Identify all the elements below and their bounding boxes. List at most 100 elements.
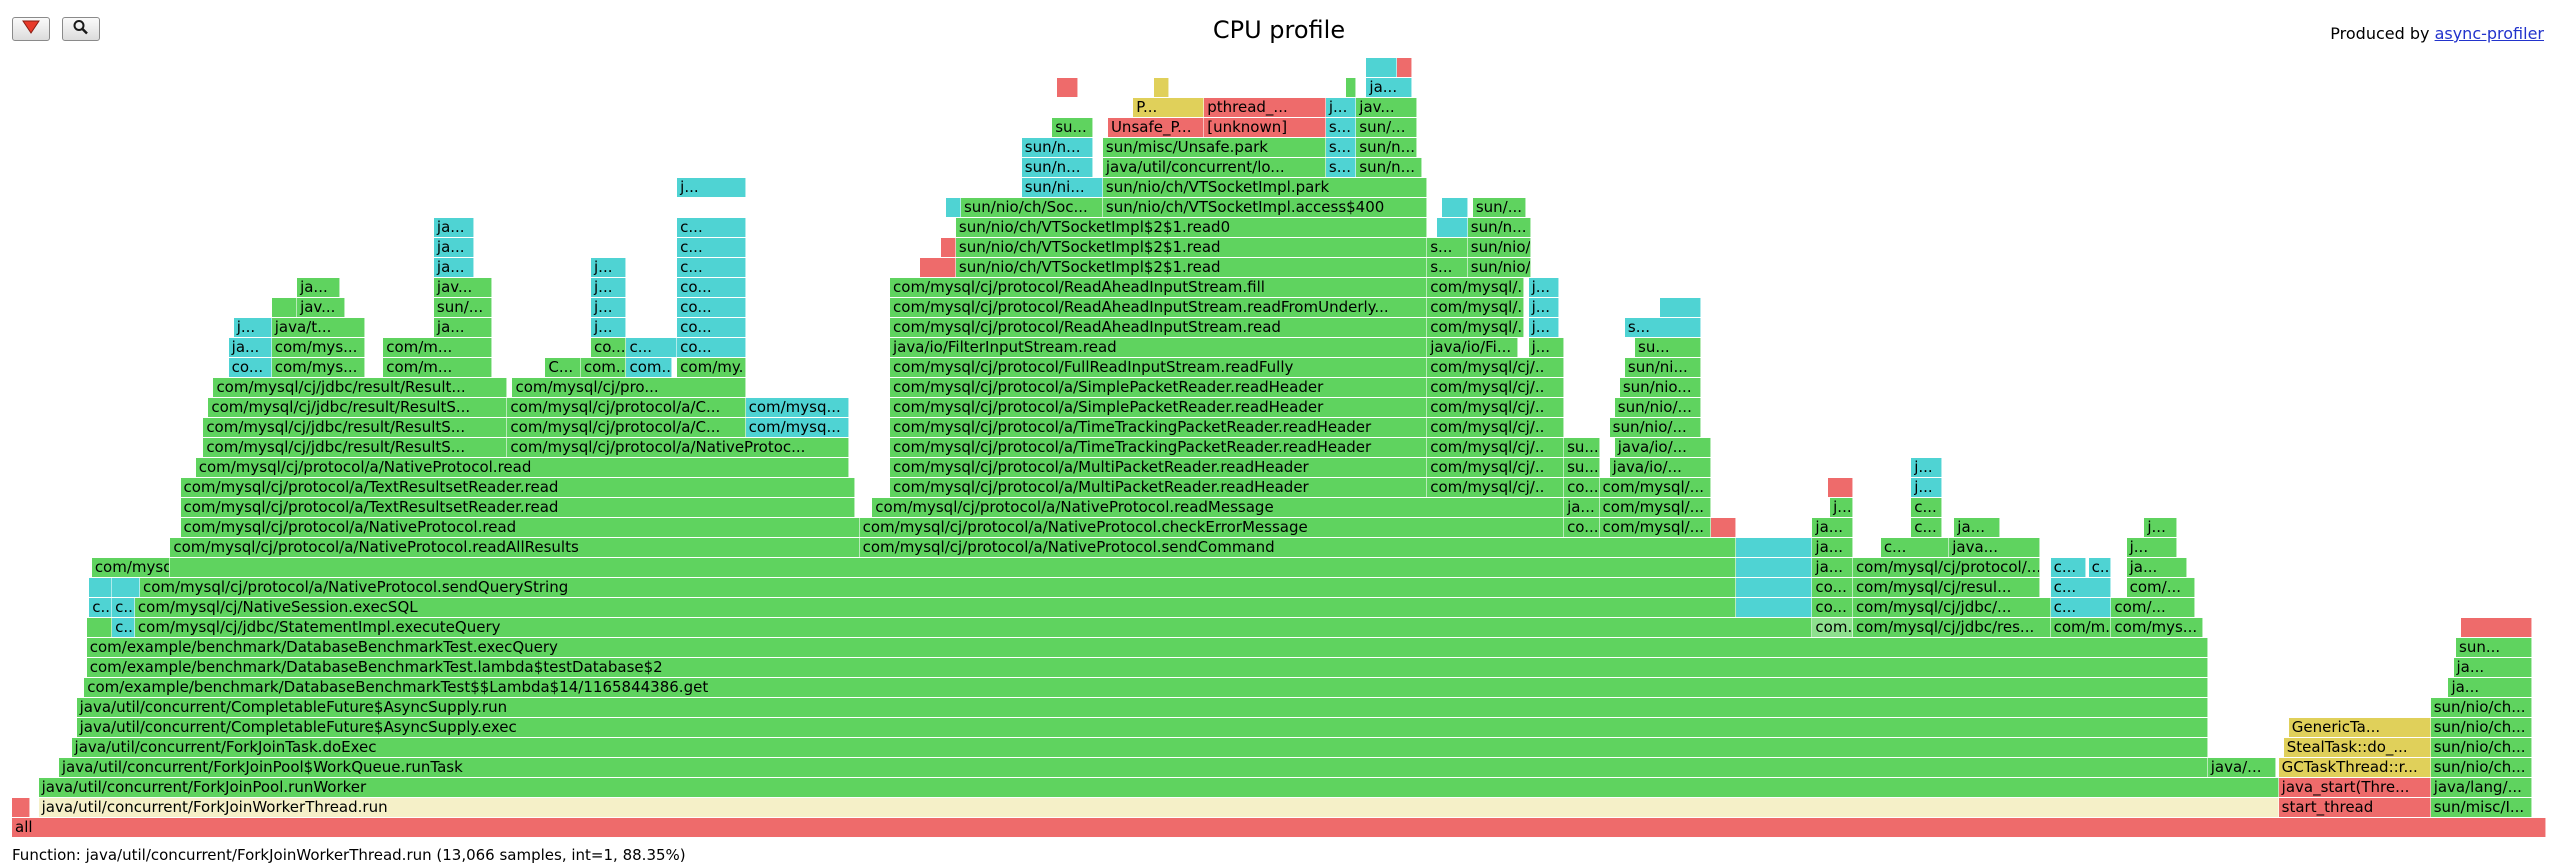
flame-frame[interactable]: java/util/concurrent/ForkJoinTask.doExec — [71, 738, 2208, 757]
flame-frame[interactable]: sun/nio/ch... — [2430, 718, 2533, 737]
flame-frame[interactable]: co... — [677, 278, 746, 297]
flame-frame[interactable]: java/t... — [271, 318, 366, 337]
flame-frame[interactable] — [940, 238, 956, 257]
flame-frame[interactable]: jav... — [297, 298, 346, 317]
flame-frame[interactable]: j... — [591, 258, 627, 277]
flame-frame[interactable]: com/mysql/cj/protocol/a/NativeProtocol.c… — [859, 518, 1565, 537]
flame-frame[interactable]: com/mysql/cj/jdbc/result/ResultS... — [203, 438, 508, 457]
flame-frame[interactable]: j... — [591, 318, 627, 337]
flame-frame[interactable]: co... — [677, 298, 746, 317]
flame-frame[interactable]: c... — [1911, 518, 1942, 537]
flame-frame[interactable]: com/mysql/.. — [1427, 298, 1524, 317]
flame-frame[interactable] — [1442, 198, 1468, 217]
flame-frame[interactable]: com/mysql/... — [1599, 478, 1712, 497]
flame-frame[interactable]: j... — [1911, 458, 1942, 477]
flame-frame[interactable]: com/mysql/cj/protocol/a/C... — [507, 398, 746, 417]
flame-frame[interactable]: ja... — [1954, 518, 2000, 537]
flame-frame[interactable] — [920, 258, 956, 277]
flame-frame[interactable]: java/util/concurrent/lo... — [1102, 158, 1326, 177]
flame-frame[interactable] — [945, 198, 961, 217]
flame-frame[interactable]: sun/n... — [1467, 218, 1532, 237]
flame-frame[interactable]: co... — [677, 338, 746, 357]
flame-frame[interactable]: su... — [1052, 118, 1093, 137]
flame-frame[interactable]: co... — [591, 338, 627, 357]
flame-frame[interactable]: com/example/benchmark/DatabaseBenchmarkT… — [84, 678, 2208, 697]
flame-frame[interactable]: com/mysql/cj/.. — [1427, 398, 1565, 417]
flame-frame[interactable]: sun/nio... — [1619, 378, 1701, 397]
flame-frame[interactable] — [1736, 578, 1813, 597]
flame-frame[interactable]: com/mys... — [271, 358, 366, 377]
flame-frame[interactable]: com/mysql/cj/protocol/a/NativeProtocol.r… — [180, 518, 860, 537]
flame-frame[interactable]: com/mysql/cj/protocol/a/TextResultsetRea… — [180, 478, 855, 497]
flame-frame[interactable]: sun/n... — [1021, 158, 1093, 177]
flame-frame[interactable]: su... — [1635, 338, 1701, 357]
flame-frame[interactable]: c... — [677, 218, 746, 237]
flame-frame[interactable]: co... — [1812, 578, 1853, 597]
flame-frame[interactable]: com/mysql/cj/protocol/a/C... — [507, 418, 746, 437]
flame-frame[interactable]: java/util/concurrent/ForkJoinWorkerThrea… — [38, 798, 2279, 817]
flame-frame[interactable]: j... — [1528, 338, 1565, 357]
flame-frame[interactable]: com/mysql/.. — [1427, 318, 1524, 337]
flame-frame[interactable] — [2461, 618, 2533, 637]
reverse-button[interactable] — [12, 17, 50, 41]
flame-frame[interactable]: ja... — [433, 238, 475, 257]
flame-frame[interactable]: com/mysql/cj/.. — [1427, 418, 1565, 437]
flame-frame[interactable]: com/mysql/cj/.. — [1427, 478, 1565, 497]
flame-frame[interactable]: com/m... — [383, 358, 493, 377]
flame-frame[interactable] — [1736, 598, 1813, 617]
flame-frame[interactable]: c... — [2050, 558, 2087, 577]
flame-frame[interactable]: java/io/FilterInputStream.read — [890, 338, 1428, 357]
flame-frame[interactable] — [12, 798, 30, 817]
flame-frame[interactable]: ja... — [433, 318, 493, 337]
flame-frame[interactable]: java/util/concurrent/ForkJoinPool$WorkQu… — [58, 758, 2208, 777]
flame-frame[interactable]: java/util/concurrent/CompletableFuture$A… — [76, 718, 2208, 737]
flame-frame[interactable]: com/mysql/cj/jdbc/result/Result... — [213, 378, 508, 397]
flame-frame[interactable]: com/mysql/cj/protocol/a/NativeProtoc... — [507, 438, 850, 457]
flame-frame[interactable]: com/mysql/cj/.. — [1427, 358, 1565, 377]
flame-frame[interactable]: sun... — [2456, 638, 2533, 657]
async-profiler-link[interactable]: async-profiler — [2434, 24, 2544, 43]
flame-frame[interactable]: ja... — [2453, 658, 2533, 677]
flame-frame[interactable]: j... — [677, 178, 746, 197]
flame-frame[interactable]: com/my... — [677, 358, 746, 377]
flame-frame[interactable]: su... — [1564, 438, 1600, 457]
flame-frame[interactable]: sun/n... — [1021, 138, 1093, 157]
flame-frame[interactable]: j... — [591, 278, 627, 297]
flame-frame[interactable]: com/example/benchmark/DatabaseBenchmarkT… — [86, 658, 2208, 677]
flame-frame[interactable]: c... — [112, 618, 135, 637]
flame-frame[interactable]: com/mysql/cj/protocol/a/SimplePacketRead… — [890, 398, 1428, 417]
flame-frame[interactable]: com/mysql/cj/protocol/a/SimplePacketRead… — [890, 378, 1428, 397]
flame-frame[interactable]: java/io/Fi... — [1427, 338, 1519, 357]
flame-frame[interactable]: c... — [2088, 558, 2112, 577]
flame-frame[interactable] — [1153, 78, 1169, 97]
flame-frame[interactable]: com/mysql/cj/resul... — [1852, 578, 2041, 597]
flame-frame[interactable]: co... — [677, 318, 746, 337]
flame-frame[interactable]: java/util/concurrent/CompletableFuture$A… — [76, 698, 2208, 717]
flame-frame[interactable]: co... — [1812, 598, 1853, 617]
flame-frame[interactable]: com/mysql/cj/jdbc/... — [1852, 598, 2051, 617]
flame-frame[interactable]: com/mysql/cj/protocol/ReadAheadInputStre… — [890, 318, 1428, 337]
flame-frame[interactable]: start_thread — [2278, 798, 2431, 817]
flame-frame[interactable]: ja... — [297, 278, 341, 297]
flame-frame[interactable]: j... — [1911, 478, 1942, 497]
flame-frame[interactable]: com/mysql/cj/protocol/a/NativeProtocol.s… — [91, 558, 171, 577]
flame-frame[interactable]: com/mysql/cj/protocol/a/TimeTrackingPack… — [890, 438, 1428, 457]
flame-frame[interactable]: j... — [1325, 98, 1357, 117]
flame-frame[interactable]: com... — [1812, 618, 1853, 637]
flame-frame[interactable]: com/m... — [383, 338, 493, 357]
flame-frame[interactable]: com/mysql/cj/jdbc/result/ResultS... — [203, 418, 508, 437]
flame-frame[interactable]: com/mys... — [271, 338, 366, 357]
flame-frame[interactable]: com/mysql/cj/protocol/a/MultiPacketReade… — [890, 478, 1428, 497]
flame-frame[interactable]: sun/nio/... — [1609, 418, 1701, 437]
flame-frame[interactable]: c... — [89, 598, 113, 617]
flame-frame[interactable]: com/mysql/cj/jdbc/res... — [1852, 618, 2051, 637]
flame-frame[interactable]: co... — [1564, 518, 1600, 537]
flame-frame[interactable] — [1660, 298, 1701, 317]
flame-frame[interactable]: com/mysql/cj/protocol/a/NativeProtocol.s… — [139, 578, 1737, 597]
flame-frame[interactable]: jav... — [1356, 98, 1418, 117]
flame-frame[interactable]: c... — [2050, 598, 2112, 617]
flame-frame[interactable]: com/mysql/... — [1599, 518, 1712, 537]
flame-frame[interactable]: sun/nio/... — [1467, 258, 1532, 277]
flame-frame[interactable]: java/io/... — [1609, 458, 1712, 477]
flame-frame[interactable]: com/mys... — [2111, 618, 2203, 637]
